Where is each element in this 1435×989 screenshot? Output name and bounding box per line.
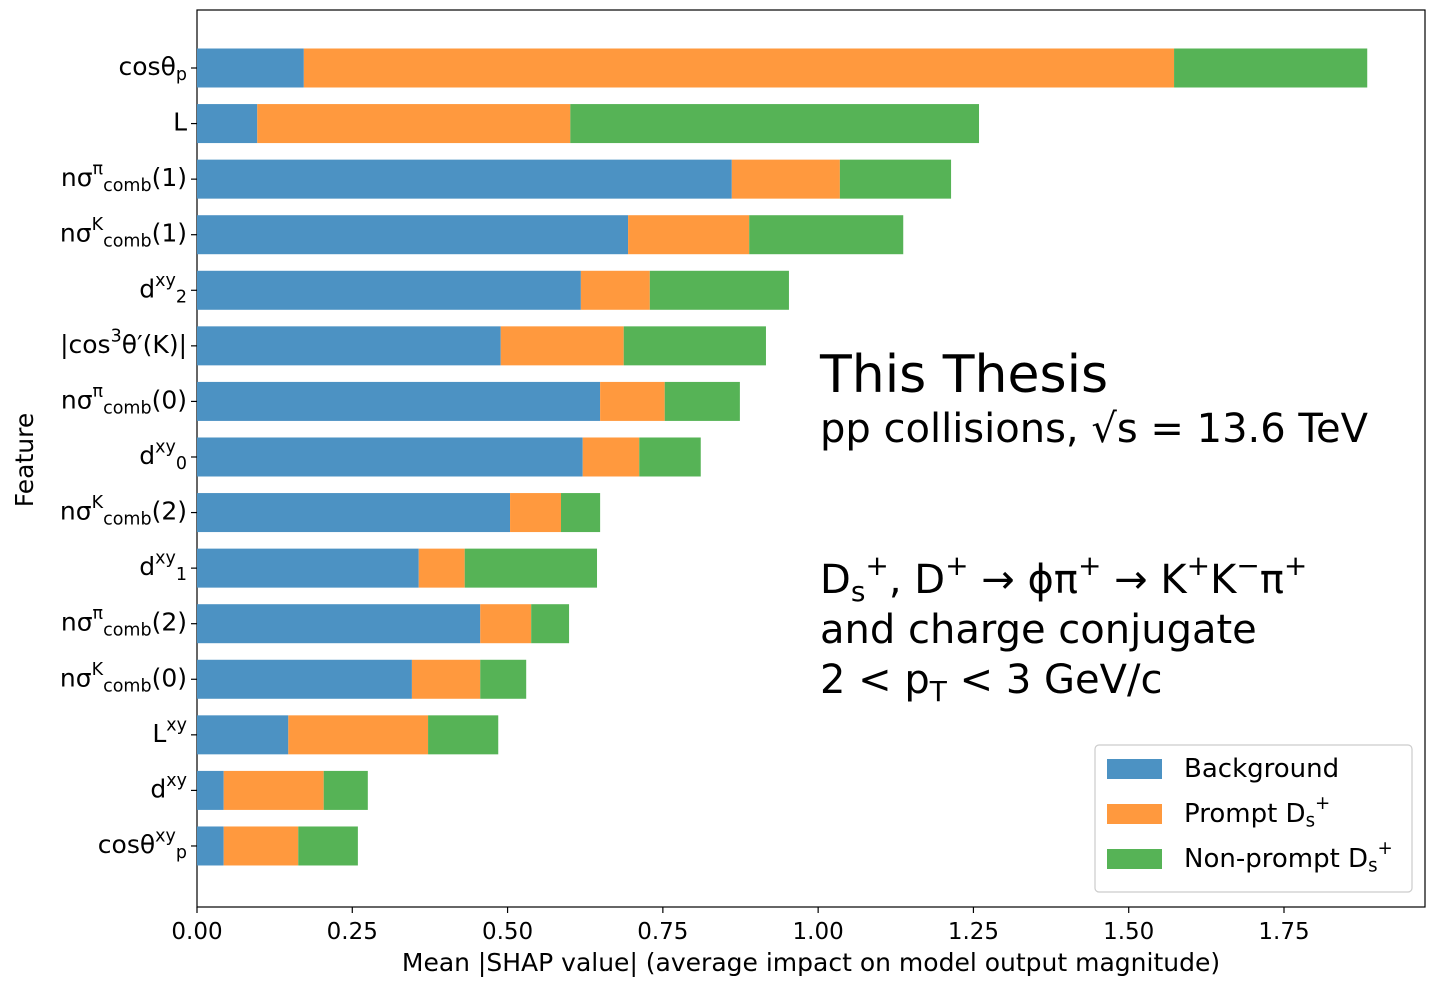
bar: [197, 104, 258, 144]
bar: [628, 215, 750, 255]
bar: [531, 604, 570, 644]
y-tick-label: cosθxyp: [98, 826, 187, 863]
y-tick-label: nσπcomb(0): [61, 382, 187, 419]
bar: [839, 159, 952, 199]
bar: [197, 270, 581, 310]
y-tick-label: dxy: [150, 771, 187, 804]
bar: [731, 159, 840, 199]
bar: [197, 548, 419, 588]
y-tick-label: |cos3θ′(K)|: [60, 326, 187, 359]
bar: [580, 270, 650, 310]
x-tick-label: 1.50: [1103, 919, 1154, 945]
annotation: Ds+, D+ → ϕπ+ → K+K−π+: [820, 549, 1307, 608]
bar: [649, 270, 789, 310]
y-tick-label: dxy1: [139, 549, 187, 586]
bar: [197, 215, 629, 255]
x-tick-label: 0.00: [171, 919, 222, 945]
bar: [288, 715, 429, 755]
legend-label: Background: [1184, 754, 1339, 784]
bar: [197, 326, 501, 366]
bar: [197, 826, 224, 866]
bar: [639, 437, 701, 477]
legend-label: Prompt Ds+: [1184, 793, 1330, 831]
bar: [257, 104, 571, 144]
y-tick-label: cosθp: [119, 52, 187, 85]
bar: [197, 493, 511, 533]
bar: [411, 659, 481, 699]
annotation: and charge conjugate: [820, 607, 1257, 653]
bar: [197, 48, 304, 88]
y-tick-label: nσKcomb(0): [60, 660, 187, 697]
bar: [418, 548, 465, 588]
x-tick-label: 1.00: [793, 919, 844, 945]
bar: [664, 381, 740, 421]
legend-swatch: [1107, 759, 1162, 779]
annotation: This Thesis: [819, 345, 1108, 405]
bar: [582, 437, 640, 477]
bar: [197, 715, 289, 755]
bar: [303, 48, 1175, 88]
bar: [197, 604, 481, 644]
y-tick-label: Lxy: [152, 715, 187, 748]
bar: [749, 215, 904, 255]
y-tick-label: nσKcomb(2): [60, 493, 187, 530]
x-tick-label: 1.75: [1258, 919, 1309, 945]
bar: [480, 659, 527, 699]
y-tick-label: nσπcomb(1): [61, 160, 187, 197]
bar: [223, 826, 299, 866]
bar: [197, 437, 583, 477]
y-tick-label: L: [173, 108, 187, 137]
bar: [223, 770, 324, 810]
bar: [1174, 48, 1368, 88]
bar: [600, 381, 665, 421]
y-axis-title: Feature: [10, 413, 39, 507]
legend-swatch: [1107, 804, 1162, 824]
legend-frame: [1094, 744, 1413, 893]
x-tick-label: 0.25: [327, 919, 378, 945]
bar: [323, 770, 368, 810]
bar: [197, 659, 412, 699]
y-tick-label: dxy2: [139, 271, 187, 308]
y-tick-label: nσπcomb(2): [61, 604, 187, 641]
y-tick-label: nσKcomb(1): [60, 215, 187, 252]
bar: [428, 715, 499, 755]
annotation: pp collisions, √s = 13.6 TeV: [820, 406, 1369, 452]
x-tick-label: 1.25: [948, 919, 999, 945]
x-tick-label: 0.75: [637, 919, 688, 945]
bar: [298, 826, 358, 866]
legend-swatch: [1107, 849, 1162, 869]
bar: [480, 604, 532, 644]
x-axis-title: Mean |SHAP value| (average impact on mod…: [402, 948, 1220, 977]
bar: [570, 104, 980, 144]
legend-label: Non-prompt Ds+: [1184, 838, 1393, 876]
bar: [197, 159, 732, 199]
bar: [510, 493, 561, 533]
x-tick-label: 0.50: [482, 919, 533, 945]
y-tick-label: dxy0: [139, 437, 187, 474]
bar: [197, 770, 224, 810]
bar: [197, 381, 601, 421]
bar: [500, 326, 624, 366]
bar: [623, 326, 766, 366]
bar: [560, 493, 601, 533]
bar: [464, 548, 598, 588]
annotation: 2 < pT < 3 GeV/c: [820, 657, 1162, 708]
